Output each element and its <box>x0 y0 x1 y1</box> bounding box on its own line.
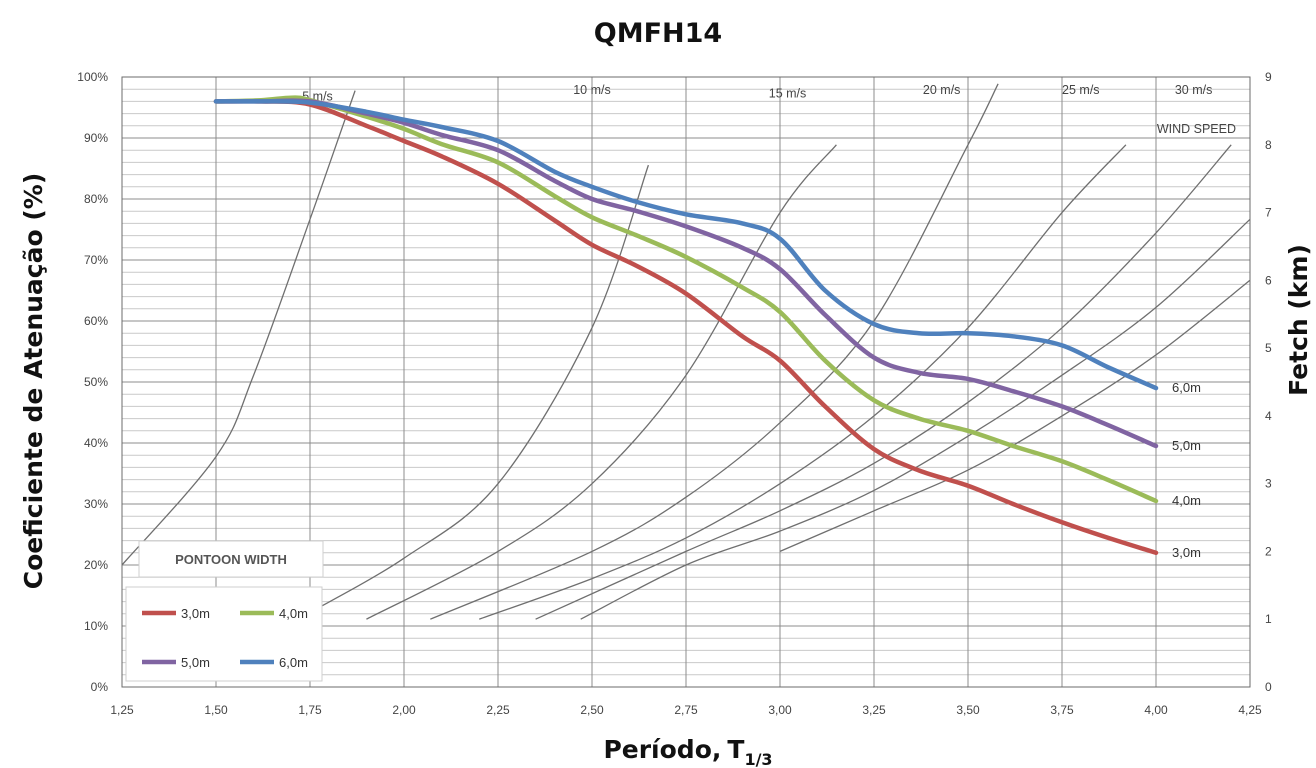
y2-axis-ticks: 0 1 2 3 4 5 6 7 8 9 <box>1265 70 1272 694</box>
x-axis-title: Período, T1/3 <box>603 735 772 768</box>
y2-tick-label: 6 <box>1265 273 1272 287</box>
y-tick-label: 10% <box>84 619 108 633</box>
x-axis-title-subscript: 1/3 <box>744 750 772 768</box>
wind-speed-curve <box>580 218 1251 620</box>
wind-speed-curve <box>478 144 1127 620</box>
y-tick-label: 70% <box>84 253 108 267</box>
y-axis-ticks: 0% 10% 20% 30% 40% 50% 60% 70% 80% 90% 100% <box>77 70 108 694</box>
legend-title-box <box>138 540 324 578</box>
y2-tick-label: 1 <box>1265 612 1272 626</box>
y-tick-label: 60% <box>84 314 108 328</box>
series-line <box>213 99 1159 391</box>
x-tick-label: 4,00 <box>1144 703 1168 717</box>
legend: PONTOON WIDTH 3,0m 4,0m 5,0m 6,0m <box>125 540 324 682</box>
y2-tick-label: 2 <box>1265 544 1272 558</box>
y-tick-label: 30% <box>84 497 108 511</box>
series-end-label: 6,0m <box>1172 380 1201 395</box>
wind-speed-label: 20 m/s <box>923 83 961 97</box>
wind-speed-label: 30 m/s <box>1175 83 1213 97</box>
wind-speed-title: WIND SPEED <box>1157 122 1236 136</box>
y-tick-label: 100% <box>77 70 108 84</box>
legend-label: 3,0m <box>181 606 210 621</box>
x-axis-title-symbol: T <box>727 735 744 764</box>
x-tick-label: 1,25 <box>110 703 134 717</box>
series-end-label: 3,0m <box>1172 545 1201 560</box>
x-tick-label: 2,00 <box>392 703 416 717</box>
y-axis-title: Coeficiente de Atenuação (%) <box>19 173 48 590</box>
y2-tick-label: 7 <box>1265 206 1272 220</box>
x-tick-label: 1,50 <box>204 703 228 717</box>
series-end-label: 5,0m <box>1172 438 1201 453</box>
y-tick-label: 80% <box>84 192 108 206</box>
plot-border <box>121 76 1251 688</box>
legend-box <box>125 586 323 682</box>
x-axis-title-main: Período, <box>603 735 721 764</box>
x-tick-label: 3,50 <box>956 703 980 717</box>
y2-axis-title: Fetch (km) <box>1284 244 1313 396</box>
wind-speed-curve <box>309 164 650 613</box>
y-tick-label: 50% <box>84 375 108 389</box>
y2-tick-label: 3 <box>1265 477 1272 491</box>
x-tick-label: 3,75 <box>1050 703 1074 717</box>
y-tick-label: 0% <box>91 680 109 694</box>
y2-tick-label: 9 <box>1265 70 1272 84</box>
x-tick-label: 3,00 <box>768 703 792 717</box>
wind-speed-curve <box>535 144 1232 620</box>
y2-tick-label: 0 <box>1265 680 1272 694</box>
series-end-label: 4,0m <box>1172 493 1201 508</box>
wind-speed-curve <box>121 90 356 566</box>
x-tick-label: 4,25 <box>1238 703 1262 717</box>
legend-label: 4,0m <box>279 606 308 621</box>
wind-speed-label: 15 m/s <box>769 86 807 100</box>
legend-label: 5,0m <box>181 655 210 670</box>
y2-tick-label: 8 <box>1265 138 1272 152</box>
x-tick-label: 2,25 <box>486 703 510 717</box>
wind-speed-label: 10 m/s <box>573 83 611 97</box>
legend-label: 6,0m <box>279 655 308 670</box>
chart-title: QMFH14 <box>594 18 722 49</box>
wind-speed-label: 25 m/s <box>1062 83 1100 97</box>
x-tick-label: 1,75 <box>298 703 322 717</box>
series-end-labels: 3,0m 4,0m 5,0m 6,0m <box>1172 380 1201 560</box>
series-line <box>213 98 1159 556</box>
y2-tick-label: 5 <box>1265 341 1272 355</box>
y-tick-label: 20% <box>84 558 108 572</box>
x-tick-label: 2,75 <box>674 703 698 717</box>
series-lines <box>213 95 1159 556</box>
wind-speed-curve <box>366 144 837 620</box>
y-tick-label: 90% <box>84 131 108 145</box>
x-axis-ticks: 1,25 1,50 1,75 2,00 2,25 2,50 2,75 3,00 3,25 3,50… <box>110 703 1262 717</box>
legend-title: PONTOON WIDTH <box>175 552 287 567</box>
wind-speed-curve <box>430 83 999 620</box>
x-tick-label: 3,25 <box>862 703 886 717</box>
y-tick-label: 40% <box>84 436 108 450</box>
legend-entries: 3,0m 4,0m 5,0m 6,0m <box>142 606 308 670</box>
x-tick-label: 2,50 <box>580 703 604 717</box>
y2-tick-label: 4 <box>1265 409 1272 423</box>
